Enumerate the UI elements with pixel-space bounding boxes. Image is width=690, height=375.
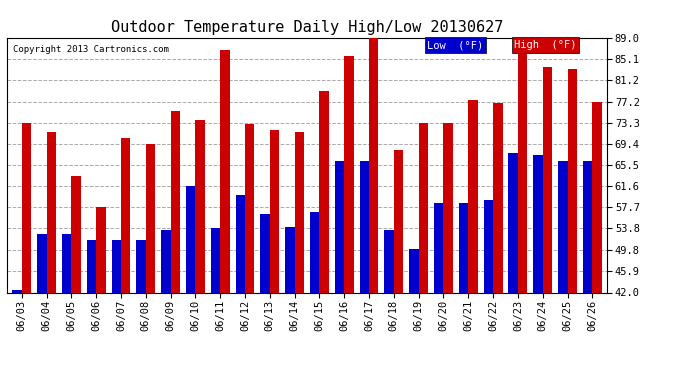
Bar — [543, 68, 552, 292]
Bar — [583, 161, 592, 292]
Bar — [96, 207, 106, 292]
Bar — [22, 123, 31, 292]
Bar — [335, 161, 344, 292]
Text: Low  (°F): Low (°F) — [427, 40, 484, 50]
Bar — [459, 203, 469, 292]
Title: Outdoor Temperature Daily High/Low 20130627: Outdoor Temperature Daily High/Low 20130… — [111, 20, 503, 35]
Bar — [220, 50, 230, 292]
Bar — [484, 200, 493, 292]
Bar — [137, 240, 146, 292]
Bar — [359, 161, 369, 292]
Bar — [112, 240, 121, 292]
Bar — [319, 91, 329, 292]
Bar — [493, 103, 502, 292]
Bar — [469, 100, 477, 292]
Bar — [567, 69, 577, 292]
Bar — [285, 227, 295, 292]
Bar — [62, 234, 71, 292]
Bar — [509, 153, 518, 292]
Bar — [161, 230, 170, 292]
Bar — [344, 57, 354, 292]
Bar — [310, 212, 319, 292]
Bar — [518, 38, 527, 292]
Bar — [409, 249, 419, 292]
Bar — [558, 161, 567, 292]
Bar — [195, 120, 205, 292]
Bar — [235, 195, 245, 292]
Bar — [434, 203, 444, 292]
Text: High  (°F): High (°F) — [514, 40, 577, 50]
Bar — [384, 230, 394, 292]
Bar — [394, 150, 403, 292]
Bar — [295, 132, 304, 292]
Bar — [12, 290, 22, 292]
Bar — [87, 240, 96, 292]
Bar — [533, 155, 543, 292]
Bar — [260, 214, 270, 292]
Bar — [211, 228, 220, 292]
Bar — [71, 176, 81, 292]
Bar — [47, 132, 56, 292]
Bar — [121, 138, 130, 292]
Text: Copyright 2013 Cartronics.com: Copyright 2013 Cartronics.com — [13, 45, 169, 54]
Bar — [419, 123, 428, 292]
Bar — [37, 234, 47, 292]
Bar — [369, 38, 379, 292]
Bar — [170, 111, 180, 292]
Bar — [592, 102, 602, 292]
Bar — [186, 186, 195, 292]
Bar — [270, 130, 279, 292]
Bar — [245, 124, 255, 292]
Bar — [146, 144, 155, 292]
Bar — [444, 123, 453, 292]
